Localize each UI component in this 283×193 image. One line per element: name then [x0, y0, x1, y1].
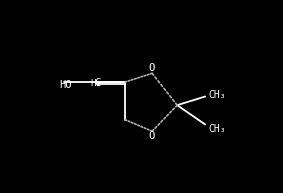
Text: HO: HO [59, 80, 71, 90]
Text: CH₃: CH₃ [208, 90, 226, 100]
Text: O: O [148, 63, 155, 73]
Text: H₂: H₂ [90, 79, 101, 88]
Text: CH₃: CH₃ [208, 124, 226, 134]
Text: C: C [94, 78, 101, 88]
Text: O: O [148, 131, 155, 141]
